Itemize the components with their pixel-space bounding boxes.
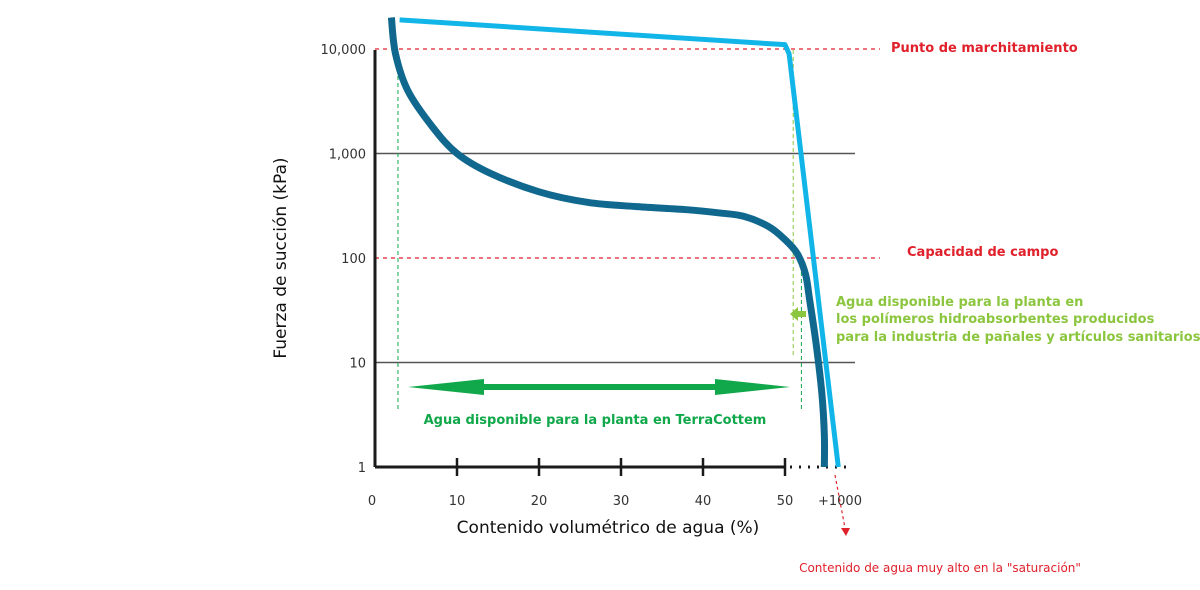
polymer-annotation-line-1: Agua disponible para la planta en [836, 295, 1083, 310]
series-layer [387, 17, 841, 468]
series-line-1 [399, 17, 841, 468]
y-tick-label-1: 10 [349, 357, 366, 372]
polymer-annotation-line-3: para la industria de pañales y artículos… [836, 330, 1200, 345]
x-tick-label-4: 40 [695, 494, 712, 509]
y-axis-title: Fuerza de succión (kPa) [271, 157, 291, 358]
saturation-arrow-head [841, 528, 850, 536]
vertical-markers [397, 50, 802, 412]
x-tick-label-2: 20 [531, 494, 548, 509]
y-ticks: 1 10 100 1,000 10,000 [321, 43, 367, 476]
y-tick-label-0: 1 [358, 461, 366, 476]
field-capacity-label: Capacidad de campo [907, 245, 1058, 260]
y-tick-label-3: 1,000 [329, 148, 366, 163]
x-tick-label-3: 30 [613, 494, 630, 509]
terracottem-double-arrow [408, 379, 790, 395]
x-tick-label-1: 10 [449, 494, 466, 509]
saturation-annotation: Contenido de agua muy alto en la "satura… [799, 561, 1081, 575]
axes [373, 50, 852, 469]
y-tick-label-4: 10,000 [321, 43, 367, 58]
terracottem-arrow [408, 379, 790, 395]
wilting-point-label: Punto de marchitamiento [891, 41, 1078, 56]
polymer-annotation-line-2: los polímeros hidroabsorbentes producido… [836, 312, 1155, 327]
polymer-small-arrow [790, 307, 806, 321]
y-tick-label-2: 100 [341, 252, 366, 267]
saturation-arrow [834, 474, 850, 536]
x-tick-label-5: 50 [777, 494, 794, 509]
series-line-0 [387, 17, 829, 468]
x-axis-title: Contenido volumétrico de agua (%) [457, 518, 760, 538]
x-tick-label-0: 0 [368, 494, 376, 509]
polymer-arrow [790, 307, 806, 321]
saturation-arrow-line [834, 474, 846, 529]
terracottem-annotation: Agua disponible para la planta en TerraC… [424, 413, 767, 428]
